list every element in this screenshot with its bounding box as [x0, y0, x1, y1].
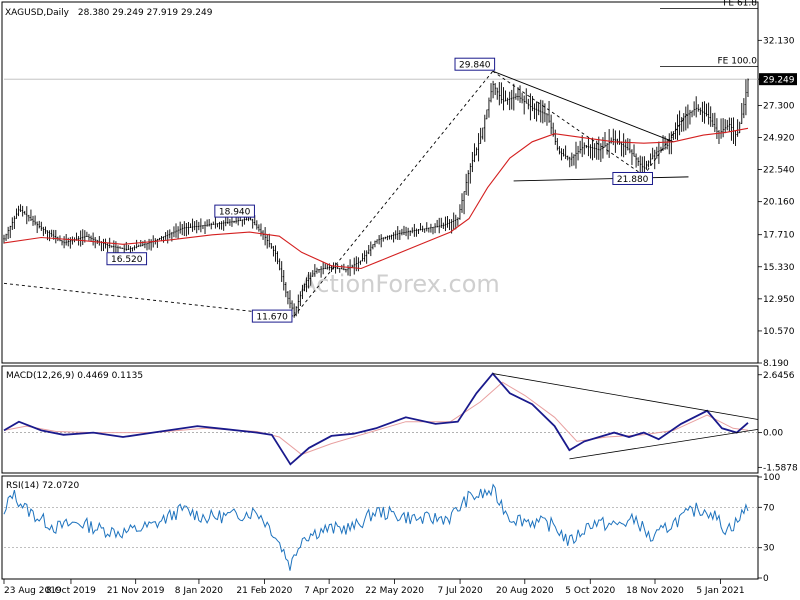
- y-tick-label: 22.540: [763, 166, 795, 176]
- rebound-dashed-line: [643, 111, 689, 176]
- last-price-tag: [759, 73, 797, 86]
- x-tick-label: 20 Aug 2020: [496, 586, 554, 596]
- y-tick-label: 15.330: [763, 263, 795, 273]
- moving-average-line: [3, 127, 749, 270]
- fib-level-label: FE 61.8: [723, 0, 757, 8]
- y-tick-label: 24.920: [763, 134, 795, 144]
- axes: 32.13029.25027.30024.92022.54020.16017.7…: [3, 36, 798, 596]
- x-tick-label: 5 Oct 2020: [565, 586, 615, 596]
- price-annotation: 29.840: [459, 61, 491, 71]
- y-tick-label: 27.300: [763, 101, 795, 111]
- rally-dashed-line: [293, 70, 494, 317]
- price-panel: FE 61.8 FE 100.0 29.840 18.940 16.520 11.670 2…: [3, 0, 758, 323]
- price-annotation-box: [106, 252, 148, 266]
- y-tick-label: 8.190: [763, 359, 789, 369]
- rsi-tick-label: 30: [763, 544, 775, 554]
- macd-upper-trend-line: [492, 373, 759, 420]
- price-annotation: 16.520: [111, 255, 143, 265]
- price-annotation-box: [454, 57, 496, 71]
- fib-level-label: FE 100.0: [718, 56, 758, 66]
- support-trend-line: [513, 176, 689, 182]
- macd-lower-trend-line: [569, 428, 759, 460]
- macd-panel: [3, 372, 759, 466]
- symbol-timeframe: XAGUSD,Daily: [5, 8, 70, 18]
- macd-signal-line: [3, 381, 749, 456]
- macd-tick-label: -1.5878: [763, 463, 798, 473]
- macd-tick-label: 0.00: [763, 429, 783, 439]
- rsi-line: [3, 483, 749, 571]
- y-tick-label: 17.710: [763, 231, 795, 241]
- x-tick-label: 8 Oct 2019: [46, 586, 96, 596]
- rsi-tick-label: 70: [763, 503, 775, 513]
- x-tick-label: 21 Nov 2019: [107, 586, 165, 596]
- macd-line: [3, 372, 749, 466]
- x-tick-label: 23 Aug 2019: [4, 586, 62, 596]
- x-tick-label: 7 Jul 2020: [437, 586, 482, 596]
- y-tick-label: 12.950: [763, 295, 795, 305]
- price-annotation: 18.940: [219, 208, 251, 218]
- macd-tick-label: 2.6456: [763, 371, 795, 381]
- main-panel-frame: [1, 1, 759, 364]
- macd-panel-frame: [1, 365, 759, 474]
- last-price-label: 29.249: [763, 76, 795, 86]
- price-annotation-box: [612, 171, 653, 185]
- pullback-dashed-line: [492, 70, 645, 176]
- chart-title: XAGUSD,Daily 28.380 29.249 27.919 29.249: [5, 8, 213, 18]
- macd-title: MACD(12,26,9) 0.4469 0.1135: [6, 371, 143, 381]
- price-annotation-box: [214, 204, 255, 218]
- falling-trend-line: [492, 70, 674, 143]
- price-annotation-box: [251, 309, 293, 323]
- rsi-panel: [3, 483, 758, 571]
- support-dashed-line: [3, 282, 295, 317]
- x-tick-label: 7 Apr 2020: [304, 586, 354, 596]
- x-tick-label: 21 Feb 2020: [236, 586, 292, 596]
- rsi-panel-frame: [1, 475, 759, 580]
- rsi-tick-label: 0: [763, 574, 769, 584]
- ohlc-readout: 28.380 29.249 27.919 29.249: [78, 8, 213, 18]
- x-tick-label: 8 Jan 2020: [175, 586, 223, 596]
- price-annotation: 21.880: [617, 175, 649, 185]
- watermark: ActionForex.com: [300, 270, 500, 298]
- y-tick-label: 10.570: [763, 327, 795, 337]
- rsi-title: RSI(14) 72.0720: [6, 481, 79, 491]
- x-tick-label: 22 May 2020: [365, 586, 424, 596]
- x-tick-label: 5 Jan 2021: [696, 586, 744, 596]
- x-tick-label: 18 Nov 2020: [626, 586, 684, 596]
- price-annotation: 11.670: [256, 313, 288, 323]
- y-tick-label: 32.130: [763, 36, 795, 46]
- rsi-tick-label: 100: [763, 473, 780, 483]
- y-tick-label: 20.160: [763, 198, 795, 208]
